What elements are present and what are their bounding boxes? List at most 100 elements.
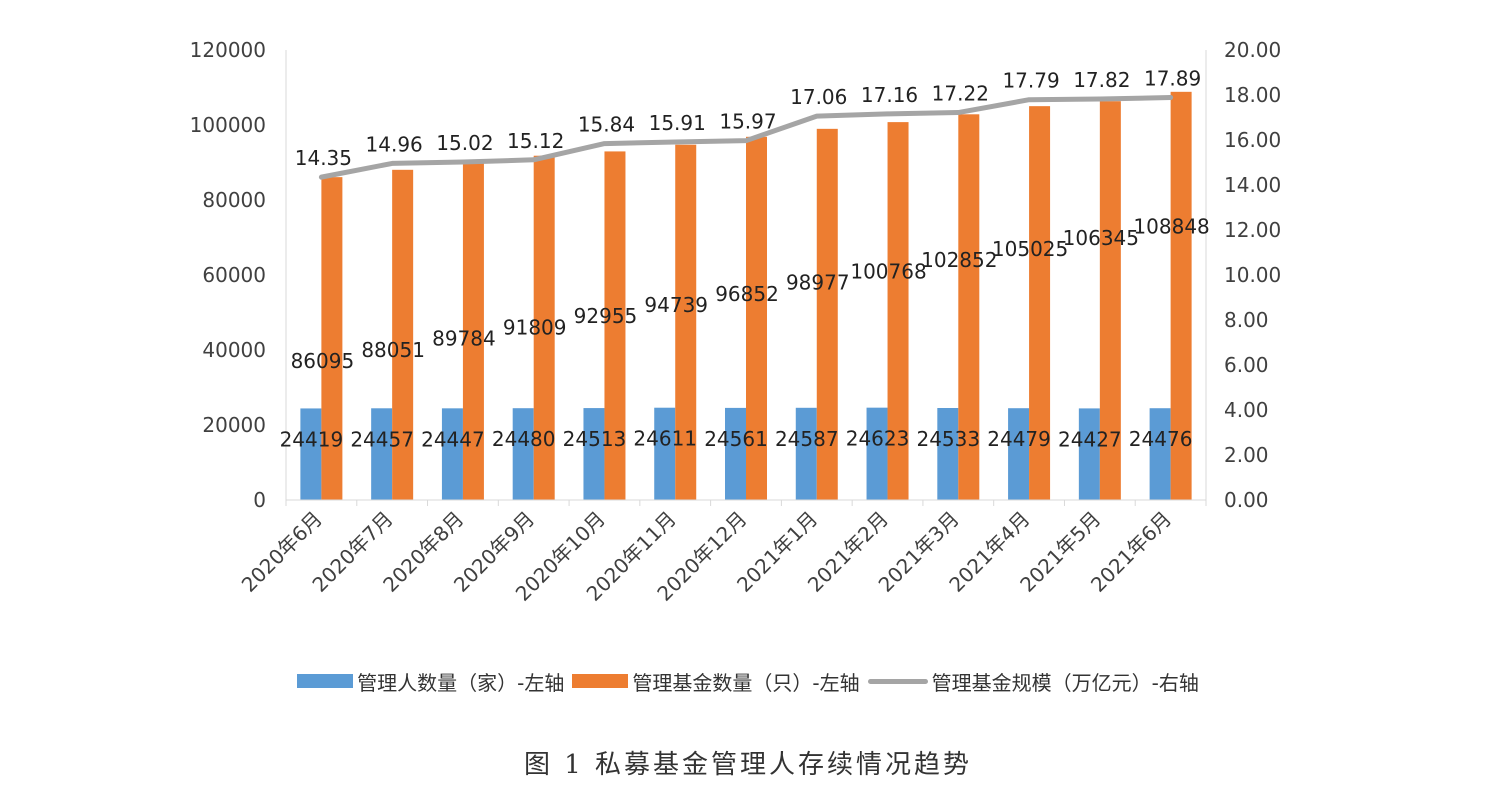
y-tick-label-right: 2.00	[1224, 443, 1269, 467]
bar-funds	[533, 155, 555, 500]
data-label-managers: 24479	[987, 427, 1051, 451]
data-label-managers: 24457	[350, 427, 414, 451]
data-label-funds: 108848	[1133, 215, 1209, 239]
bar-funds	[1099, 101, 1121, 501]
data-label-managers: 24587	[775, 427, 839, 451]
x-axis: 2020年6月2020年7月2020年8月2020年9月2020年10月2020…	[237, 499, 1207, 606]
bar-funds	[887, 122, 909, 501]
y-tick-label-right: 0.00	[1224, 488, 1269, 512]
bar-group	[300, 91, 1192, 501]
bar-funds	[321, 177, 343, 501]
y-tick-label-right: 4.00	[1224, 398, 1269, 422]
bar-managers	[371, 408, 393, 500]
data-label-scale: 17.89	[1144, 66, 1201, 90]
chart: 0 20000 40000 60000 80000 100000 120000 0.00 2.…	[190, 38, 1282, 606]
legend-swatch-funds	[572, 674, 629, 688]
y-tick-label-right: 14.00	[1224, 173, 1281, 197]
data-label-managers: 24480	[492, 427, 556, 451]
bar-managers	[866, 407, 888, 500]
y-tick-label-left: 20000	[202, 413, 266, 437]
data-label-scale: 15.97	[719, 110, 776, 134]
data-label-scale: 17.82	[1073, 68, 1130, 92]
data-label-funds: 96852	[715, 282, 779, 306]
y-tick-label-left: 60000	[202, 263, 266, 287]
data-label-funds: 102852	[921, 248, 997, 272]
y-tick-label-right: 10.00	[1224, 263, 1281, 287]
data-label-funds: 91809	[503, 315, 567, 339]
bar-funds	[1170, 91, 1192, 500]
y-tick-label-right: 18.00	[1224, 83, 1281, 107]
legend-item-managers: 管理人数量（家）-左轴	[297, 667, 564, 696]
data-label-funds: 88051	[361, 338, 425, 362]
data-label-funds: 89784	[432, 327, 496, 351]
y-tick-label-left: 40000	[202, 338, 266, 362]
bar-managers	[654, 407, 676, 500]
y-axis-left: 0 20000 40000 60000 80000 100000 120000	[190, 38, 287, 512]
y-tick-label-left: 0	[253, 488, 266, 512]
data-label-scale: 15.02	[436, 131, 493, 155]
bar-managers	[441, 408, 463, 500]
data-label-funds: 106345	[1063, 226, 1139, 250]
data-labels: 24419 86095 14.35 24457 88051 14.96 24447 89784…	[280, 66, 1210, 451]
bar-managers	[937, 408, 959, 500]
data-label-managers: 24561	[704, 427, 768, 451]
data-label-managers: 24427	[1058, 427, 1122, 451]
y-axis-right: 0.00 2.00 4.00 6.00 8.00 10.00 12.00 14.00 16.00…	[1205, 38, 1281, 512]
data-label-managers: 24513	[563, 427, 627, 451]
data-label-managers: 24533	[916, 427, 980, 451]
data-label-funds: 105025	[992, 237, 1068, 261]
y-tick-label-right: 20.00	[1224, 38, 1281, 62]
data-label-managers: 24447	[421, 427, 485, 451]
bar-managers	[1078, 408, 1100, 500]
legend-label-funds: 管理基金数量（只）-左轴	[632, 670, 860, 695]
data-label-funds: 92955	[574, 304, 638, 328]
data-label-funds: 94739	[644, 293, 708, 317]
y-tick-label-right: 16.00	[1224, 128, 1281, 152]
bar-managers	[795, 407, 817, 500]
bar-managers	[300, 408, 322, 500]
bar-funds	[462, 163, 484, 500]
data-label-scale: 15.84	[578, 113, 635, 137]
data-label-funds: 86095	[291, 349, 355, 373]
data-label-managers: 24476	[1129, 427, 1193, 451]
bar-funds	[746, 136, 767, 500]
y-tick-label-right: 6.00	[1224, 353, 1269, 377]
y-tick-label-left: 100000	[190, 113, 266, 137]
bar-managers	[725, 407, 746, 500]
bar-managers	[1149, 408, 1171, 500]
data-label-scale: 17.22	[932, 82, 989, 106]
legend-swatch-managers	[297, 674, 354, 688]
bar-funds	[1029, 106, 1051, 500]
y-tick-label-right: 8.00	[1224, 308, 1269, 332]
data-label-scale: 17.79	[1002, 69, 1059, 93]
data-label-scale: 17.16	[861, 83, 918, 107]
legend: 管理人数量（家）-左轴 管理基金数量（只）-左轴 管理基金规模（万亿元）-右轴	[0, 664, 1496, 698]
bar-managers	[512, 408, 534, 500]
legend-label-managers: 管理人数量（家）-左轴	[357, 670, 565, 695]
y-tick-label-right: 12.00	[1224, 218, 1281, 242]
y-tick-label-left: 120000	[190, 38, 266, 62]
bar-managers	[1008, 408, 1030, 500]
data-label-scale: 14.35	[295, 146, 352, 170]
legend-item-scale: 管理基金规模（万亿元）-右轴	[867, 667, 1199, 696]
bar-funds	[675, 144, 697, 500]
line-series	[318, 94, 1174, 180]
figure-caption: 图 1 私募基金管理人存续情况趋势	[523, 750, 973, 780]
data-label-funds: 100768	[850, 259, 926, 283]
legend-label-scale: 管理基金规模（万亿元）-右轴	[931, 670, 1199, 695]
data-label-managers: 24419	[280, 427, 344, 451]
data-label-managers: 24623	[846, 427, 910, 451]
data-label-funds: 98977	[786, 271, 850, 295]
line-scale	[318, 94, 1174, 180]
data-label-scale: 17.06	[790, 85, 847, 109]
bar-funds	[392, 169, 414, 500]
bar-funds	[958, 114, 980, 501]
data-label-scale: 15.12	[507, 129, 564, 153]
bar-managers	[583, 408, 605, 500]
y-tick-label-left: 80000	[202, 188, 266, 212]
legend-swatch-scale	[867, 678, 928, 684]
data-label-scale: 15.91	[649, 111, 706, 135]
bar-funds	[816, 128, 838, 500]
bar-funds	[604, 151, 626, 500]
data-label-scale: 14.96	[366, 132, 423, 156]
